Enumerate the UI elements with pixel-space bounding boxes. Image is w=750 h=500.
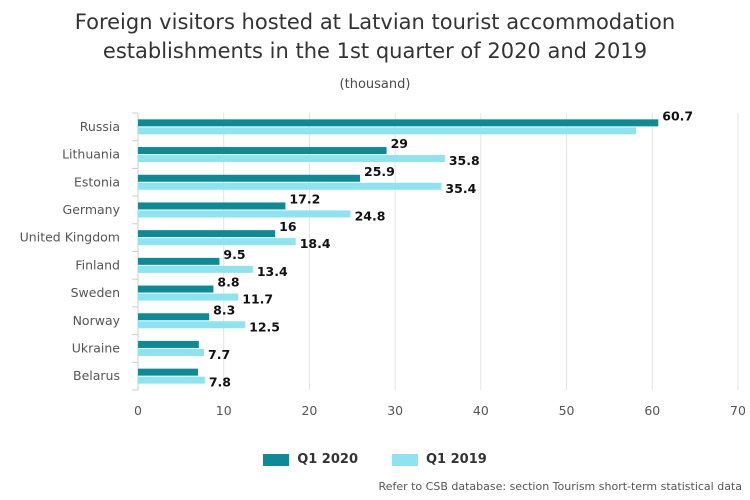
data-label-lithuania-0: 29 (391, 136, 408, 151)
legend-item-q1-2019[interactable]: Q1 2019 (392, 452, 487, 467)
category-label-lithuania: Lithuania (62, 147, 120, 162)
category-label-ukraine: Ukraine (72, 340, 121, 355)
category-label-finland: Finland (75, 257, 120, 272)
x-tick-label-30: 30 (387, 403, 403, 418)
x-tick-label-50: 50 (559, 403, 575, 418)
bar-germany-0 (138, 202, 286, 210)
category-label-sweden: Sweden (71, 285, 120, 300)
data-label-estonia-0: 25.9 (364, 164, 395, 179)
data-label-germany-1: 24.8 (355, 208, 386, 223)
legend-item-q1-2020[interactable]: Q1 2020 (263, 452, 358, 467)
source-note[interactable]: Refer to CSB database: section Tourism s… (378, 480, 742, 493)
data-label-finland-0: 9.5 (223, 247, 245, 262)
data-label-ukraine-1: 7.7 (208, 347, 230, 362)
bar-ukraine-0 (138, 340, 199, 348)
data-label-germany-0: 17.2 (289, 191, 320, 206)
data-label-estonia-1: 35.4 (445, 181, 476, 196)
bar-belarus-0 (138, 368, 198, 376)
bar-ukraine-1 (138, 348, 204, 356)
category-label-united-kingdom: United Kingdom (20, 230, 120, 245)
data-label-lithuania-1: 35.8 (449, 153, 480, 168)
bar-estonia-0 (138, 174, 360, 182)
x-tick-label-0: 0 (134, 403, 142, 418)
data-label-norway-1: 12.5 (249, 319, 280, 334)
chart-title: Foreign visitors hosted at Latvian touri… (74, 10, 676, 63)
category-label-norway: Norway (73, 313, 121, 328)
bar-finland-0 (138, 257, 220, 265)
data-label-russia-0: 60.7 (662, 108, 693, 123)
bar-united-kingdom-1 (138, 238, 296, 246)
bar-russia-0 (138, 119, 659, 127)
data-label-belarus-1: 7.8 (209, 375, 231, 390)
chart-subtitle: (thousand) (339, 77, 411, 92)
legend: Q1 2020 Q1 2019 (0, 452, 750, 467)
x-tick-label-10: 10 (216, 403, 232, 418)
data-label-norway-0: 8.3 (213, 302, 235, 317)
legend-swatch-q1-2020 (263, 453, 290, 466)
category-label-estonia: Estonia (74, 174, 120, 189)
bar-estonia-1 (138, 182, 442, 190)
x-tick-label-60: 60 (644, 403, 660, 418)
legend-label-q1-2020: Q1 2020 (297, 452, 358, 467)
data-label-finland-1: 13.4 (257, 264, 288, 279)
bar-russia-1 (138, 127, 636, 135)
bar-sweden-1 (138, 293, 239, 301)
x-tick-label-20: 20 (301, 403, 317, 418)
bar-norway-0 (138, 313, 210, 321)
bar-lithuania-1 (138, 155, 445, 163)
bar-lithuania-0 (138, 147, 387, 155)
bar-sweden-0 (138, 285, 214, 293)
bar-finland-1 (138, 265, 253, 273)
category-label-belarus: Belarus (73, 368, 120, 383)
data-label-sweden-0: 8.8 (217, 275, 239, 290)
x-tick-label-70: 70 (730, 403, 746, 418)
bar-germany-1 (138, 210, 351, 218)
category-label-germany: Germany (63, 202, 121, 217)
data-label-united-kingdom-0: 16 (279, 219, 297, 234)
data-label-united-kingdom-1: 18.4 (300, 236, 331, 251)
bar-norway-1 (138, 321, 246, 329)
data-label-sweden-1: 11.7 (242, 292, 273, 307)
bar-united-kingdom-0 (138, 230, 276, 238)
category-label-russia: Russia (80, 119, 120, 134)
legend-label-q1-2019: Q1 2019 (426, 452, 487, 467)
bar-belarus-1 (138, 376, 205, 384)
legend-swatch-q1-2019 (392, 453, 418, 466)
x-tick-label-40: 40 (473, 403, 489, 418)
